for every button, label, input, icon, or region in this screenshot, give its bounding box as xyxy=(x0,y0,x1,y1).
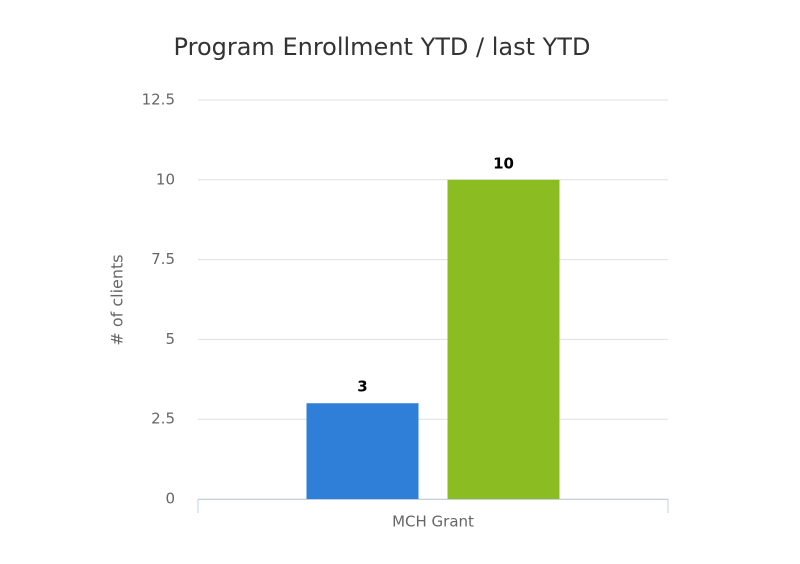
chart-title: Program Enrollment YTD / last YTD xyxy=(174,33,591,61)
data-label: 3 xyxy=(357,378,367,396)
y-tick-label: 7.5 xyxy=(151,250,175,268)
y-tick-label: 0 xyxy=(165,490,175,508)
y-tick-label: 12.5 xyxy=(142,91,175,109)
y-axis-label: # of clients xyxy=(108,254,127,345)
data-label: 10 xyxy=(493,154,514,172)
y-tick-label: 10 xyxy=(156,170,175,188)
y-tick-label: 2.5 xyxy=(151,410,175,428)
x-tick-label: MCH Grant xyxy=(392,513,474,531)
bar xyxy=(447,179,560,500)
y-tick-label: 5 xyxy=(165,330,175,348)
bar xyxy=(306,403,419,499)
